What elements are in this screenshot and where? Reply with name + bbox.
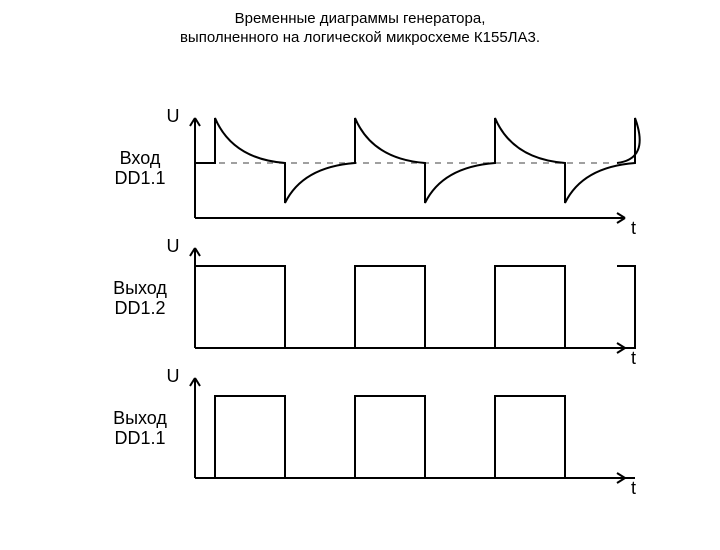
- svg-text:U: U: [167, 236, 180, 256]
- svg-text:DD1.1: DD1.1: [114, 168, 165, 188]
- svg-text:Выход: Выход: [113, 408, 167, 428]
- svg-text:DD1.1: DD1.1: [114, 428, 165, 448]
- timing-diagram: UtВходDD1.1UtВыходDD1.2UtВыходDD1.1: [0, 48, 720, 528]
- svg-text:Вход: Вход: [120, 148, 161, 168]
- svg-text:DD1.2: DD1.2: [114, 298, 165, 318]
- svg-text:t: t: [631, 218, 636, 238]
- timing-svg: UtВходDD1.1UtВыходDD1.2UtВыходDD1.1: [0, 48, 720, 528]
- svg-text:Выход: Выход: [113, 278, 167, 298]
- title-line1: Временные диаграммы генератора,: [0, 10, 720, 29]
- title-line2: выполненного на логической микросхеме К1…: [0, 29, 720, 48]
- svg-text:t: t: [631, 478, 636, 498]
- svg-text:t: t: [631, 348, 636, 368]
- svg-text:U: U: [167, 106, 180, 126]
- svg-text:U: U: [167, 366, 180, 386]
- diagram-title: Временные диаграммы генератора, выполнен…: [0, 10, 720, 48]
